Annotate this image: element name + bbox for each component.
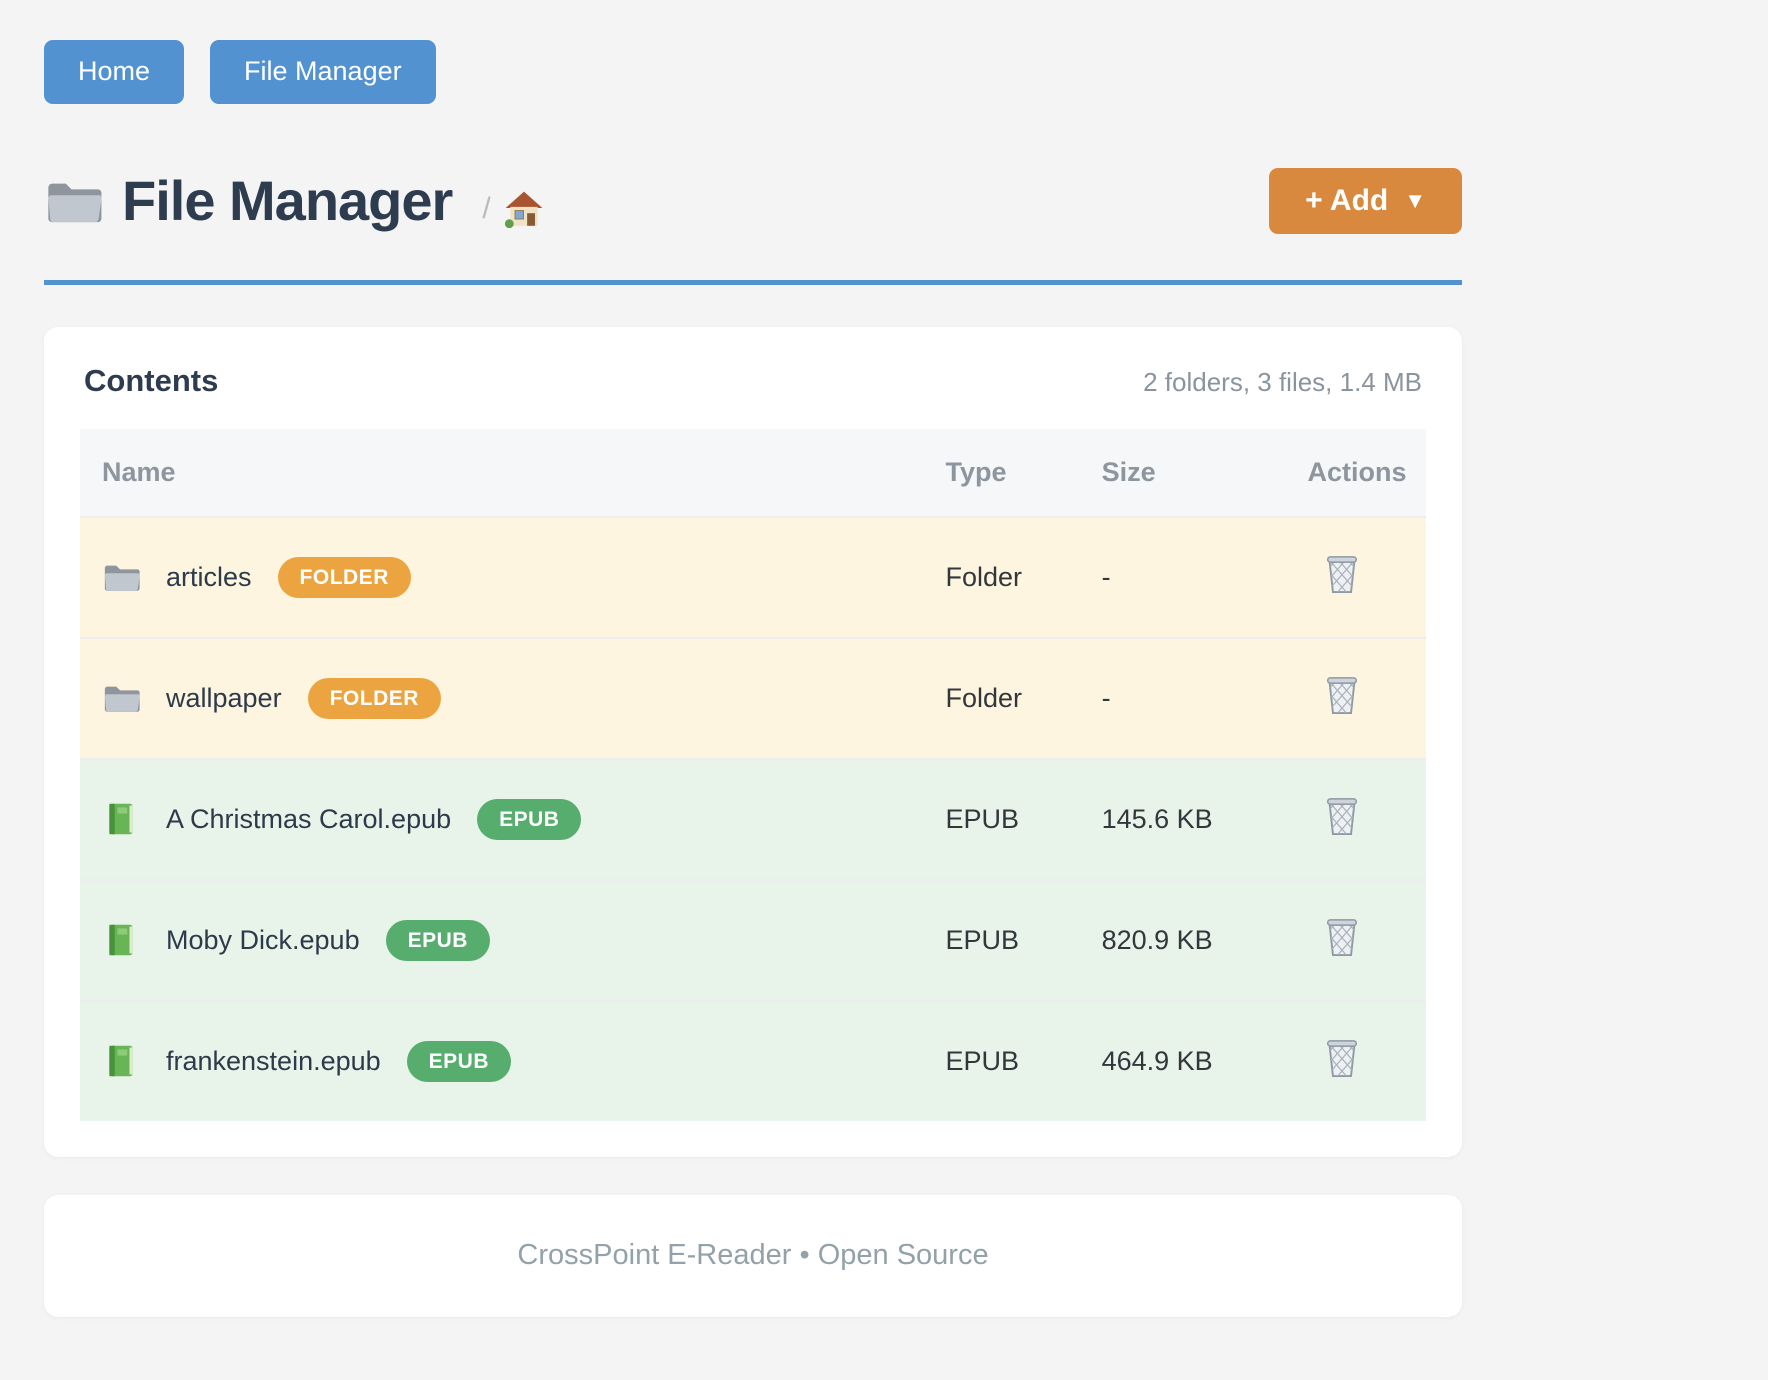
file-table: Name Type Size Actions bbox=[80, 428, 1426, 1121]
table-row: A Christmas Carol.epub EPUB EPUB 145.6 K… bbox=[80, 758, 1426, 880]
page-title: File Manager bbox=[122, 169, 453, 233]
table-header: Name Type Size Actions bbox=[80, 428, 1426, 517]
file-size: - bbox=[1101, 561, 1111, 592]
file-size: - bbox=[1101, 682, 1111, 713]
type-badge: EPUB bbox=[477, 798, 582, 840]
file-name[interactable]: wallpaper bbox=[166, 682, 282, 713]
footer-text: CrossPoint E-Reader • Open Source bbox=[517, 1239, 989, 1272]
folder-icon bbox=[44, 176, 102, 226]
contents-summary: 2 folders, 3 files, 1.4 MB bbox=[1143, 366, 1422, 397]
type-badge: EPUB bbox=[406, 1040, 512, 1082]
delete-button[interactable] bbox=[1324, 675, 1360, 715]
table-row: frankenstein.epub EPUB EPUB 464.9 KB bbox=[80, 1000, 1426, 1121]
chevron-down-icon: ▼ bbox=[1404, 187, 1426, 213]
trash-icon bbox=[1324, 917, 1360, 957]
nav-file-manager-button[interactable]: File Manager bbox=[210, 40, 436, 104]
table-row: articles FOLDER Folder - bbox=[80, 516, 1426, 638]
file-name[interactable]: frankenstein.epub bbox=[166, 1045, 381, 1076]
file-name[interactable]: Moby Dick.epub bbox=[166, 924, 360, 955]
green-book-icon bbox=[102, 802, 140, 836]
trash-icon bbox=[1324, 554, 1360, 594]
column-header-actions: Actions bbox=[1307, 456, 1407, 487]
file-type: EPUB bbox=[945, 924, 1020, 955]
file-type: Folder bbox=[945, 682, 1023, 713]
green-book-icon bbox=[102, 923, 140, 957]
delete-button[interactable] bbox=[1324, 917, 1360, 957]
column-header-name: Name bbox=[102, 456, 176, 487]
nav-home-button[interactable]: Home bbox=[44, 40, 185, 104]
folder-icon bbox=[102, 560, 140, 594]
table-row: wallpaper FOLDER Folder - bbox=[80, 637, 1426, 759]
card-header: Contents 2 folders, 3 files, 1.4 MB bbox=[80, 363, 1426, 399]
type-badge: FOLDER bbox=[307, 677, 441, 719]
type-badge: FOLDER bbox=[277, 556, 411, 598]
card-title: Contents bbox=[84, 362, 219, 398]
breadcrumb: / bbox=[482, 173, 544, 229]
file-size: 464.9 KB bbox=[1101, 1045, 1213, 1076]
column-header-type: Type bbox=[945, 456, 1007, 487]
table-row: Moby Dick.epub EPUB EPUB 820.9 KB bbox=[80, 879, 1426, 1001]
contents-card: Contents 2 folders, 3 files, 1.4 MB Name… bbox=[44, 326, 1462, 1157]
delete-button[interactable] bbox=[1324, 554, 1360, 594]
footer: CrossPoint E-Reader • Open Source bbox=[44, 1194, 1462, 1317]
add-button-label: + Add bbox=[1305, 183, 1389, 217]
green-book-icon bbox=[102, 1044, 140, 1078]
delete-button[interactable] bbox=[1324, 1038, 1360, 1078]
trash-icon bbox=[1324, 1038, 1360, 1078]
file-size: 145.6 KB bbox=[1101, 803, 1213, 834]
file-type: EPUB bbox=[945, 1045, 1020, 1076]
header-divider bbox=[44, 279, 1462, 285]
page-container: Home File Manager File Manager / bbox=[44, 0, 1462, 1317]
delete-button[interactable] bbox=[1324, 796, 1360, 836]
column-header-size: Size bbox=[1101, 456, 1156, 487]
file-size: 820.9 KB bbox=[1101, 924, 1213, 955]
trash-icon bbox=[1324, 796, 1360, 836]
top-nav: Home File Manager bbox=[44, 0, 1462, 104]
file-type: Folder bbox=[945, 561, 1023, 592]
file-name[interactable]: articles bbox=[166, 561, 252, 592]
breadcrumb-separator: / bbox=[482, 191, 491, 225]
folder-icon bbox=[102, 681, 140, 715]
house-icon[interactable] bbox=[503, 189, 545, 229]
page-header: File Manager / + Add ▼ bbox=[44, 167, 1462, 234]
trash-icon bbox=[1324, 675, 1360, 715]
add-button[interactable]: + Add ▼ bbox=[1269, 167, 1462, 234]
type-badge: EPUB bbox=[385, 919, 490, 961]
file-type: EPUB bbox=[945, 803, 1020, 834]
table-body: articles FOLDER Folder - bbox=[80, 516, 1426, 1121]
file-name[interactable]: A Christmas Carol.epub bbox=[166, 803, 452, 834]
